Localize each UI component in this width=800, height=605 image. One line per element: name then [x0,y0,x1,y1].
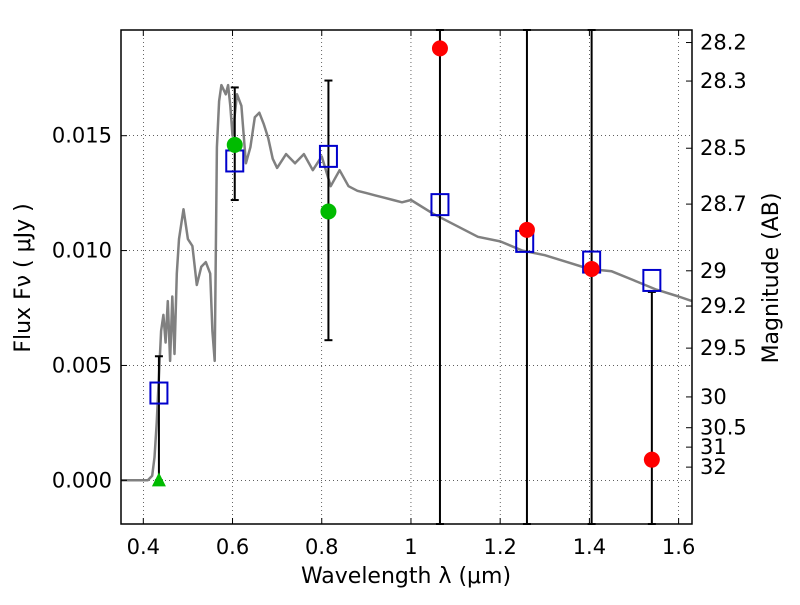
tick-layer: 0.4 0.6 0.8 1 1.2 1.4 1.6 0.000 0.005 0.010 0.015 2… [52,30,747,559]
marker-layer [149,40,662,487]
magnitude-tick-label: 29 [700,259,727,283]
upper-limit-triangle [151,472,166,487]
magnitude-tick-label: 29.2 [700,294,747,318]
x-tick-label: 0.6 [216,535,249,559]
magnitude-tick-label: 28.5 [700,136,747,160]
y-tick-label: 0.015 [52,124,112,148]
green-data-point [226,136,243,153]
plot-frame [120,29,693,525]
detection-point [643,451,660,468]
magnitude-tick-label: 30 [700,385,727,409]
grid-layer [121,30,692,524]
detection-point [431,40,448,57]
magnitude-tick-label: 28.7 [700,192,747,216]
model-layer [121,83,693,482]
detection-point [518,221,535,238]
x-tick-label: 1.6 [662,535,695,559]
model-photometry-square [318,144,338,168]
magnitude-tick-label: 28.3 [700,69,747,93]
y-tick-label: 0.005 [52,353,112,377]
y-tick-label: 0.000 [52,468,112,492]
x-axis-label: Wavelength λ (μm) [301,564,511,589]
magnitude-tick-label: 30.5 [700,416,747,440]
model-photometry-square [642,268,662,292]
x-tick-label: 1.4 [573,535,606,559]
magnitude-tick-label: 31 [700,435,727,459]
y-tick-label: 0.010 [52,239,112,263]
model-photometry-square [149,381,169,405]
magnitude-tick-label: 28.2 [700,31,747,55]
model-photometry-square [430,193,450,217]
y-axis-label-left: Flux Fν ( μJy ) [11,203,36,352]
magnitude-tick-label: 29.5 [700,336,747,360]
model-spectrum-line [121,83,693,482]
x-tick-label: 1 [404,535,417,559]
x-tick-label: 0.8 [305,535,338,559]
y-axis-label-right: Magnitude (AB) [759,193,784,364]
x-tick-label: 1.2 [483,535,516,559]
green-data-point [320,203,337,220]
magnitude-tick-label: 32 [700,455,727,479]
detection-point [583,260,600,277]
x-tick-label: 0.4 [127,535,160,559]
